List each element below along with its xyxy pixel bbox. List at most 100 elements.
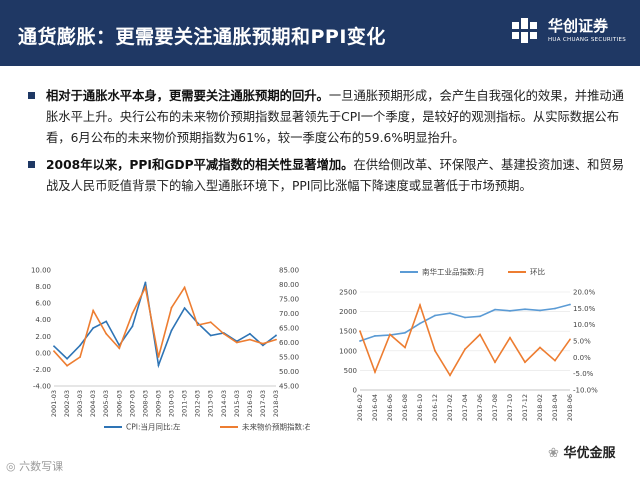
y-tick-right: 10.0%	[573, 321, 596, 329]
x-tick-label: 2017-12	[521, 394, 529, 421]
y-tick-right: 55.00	[279, 354, 299, 362]
series-1-point	[404, 331, 406, 334]
series-1-point	[262, 344, 264, 347]
series-2-point	[131, 312, 134, 315]
series-1-point	[464, 316, 466, 319]
bullet-paragraph-1: 相对于通胀水平本身，更需要关注通胀预期的回升。一旦通胀预期形成，会产生自我强化的…	[28, 86, 628, 149]
series-1-point	[509, 309, 511, 312]
nanhua-index-chart: 2500 2000 1500 1000 500 0 20.0% 15.0% 10.0% 5.0% 0…	[339, 267, 598, 422]
x-tick-label: 2017-06	[476, 394, 484, 421]
series-2-point	[222, 332, 225, 335]
x-tick-label: 2007-03	[128, 390, 136, 417]
x-tick-label: 2002-03	[63, 390, 71, 417]
series-2-point	[118, 347, 121, 350]
y-tick-right: 75.00	[279, 296, 299, 304]
series-1-point	[170, 329, 173, 332]
y-tick-left: 10.00	[31, 267, 51, 275]
bullet-1-text: 一旦通胀预期形成，会产生自我强化的效果，并推动通胀水平上升。央行公布的未来物价预…	[46, 89, 624, 145]
x-tick-label: 2017-04	[461, 394, 469, 421]
series-1-point	[554, 307, 556, 310]
wechat-icon: ❀	[548, 446, 559, 461]
series-2-point	[509, 336, 511, 339]
y-tick-left: 1500	[339, 328, 357, 336]
watermark-right: ❀ 华优金服	[548, 442, 615, 461]
x-tick-label: 2014-03	[220, 390, 228, 417]
y-tick-left: -2.00	[33, 366, 51, 374]
x-tick-label: 2011-03	[181, 390, 189, 417]
series-2-point	[53, 350, 55, 353]
y-tick-left: 2.00	[35, 333, 51, 341]
y-tick-left: 0.00	[35, 349, 51, 357]
series-2-point	[374, 371, 376, 373]
weibo-icon: ◎	[6, 460, 16, 473]
series-2-point	[209, 321, 212, 324]
series-1-point	[144, 281, 147, 284]
series-2-point	[79, 356, 82, 358]
company-logo: 华创证券 HUA CHUANG SECURITIES	[510, 14, 635, 54]
bullet-1-bold: 相对于通胀水平本身，更需要关注通胀预期的回升。	[46, 89, 329, 103]
series-2-point	[404, 346, 406, 349]
legend-label: 南华工业品指数:月	[422, 267, 485, 277]
series-2-point	[105, 332, 108, 335]
y-tick-left: 1000	[339, 347, 357, 355]
y-tick-right: 5.0%	[573, 338, 591, 346]
x-tick-label: 2013-03	[207, 390, 215, 417]
x-tick-label: 2016-08	[401, 394, 409, 421]
bullet-paragraph-2: 2008年以来，PPI和GDP平减指数的相关性显著增加。在供给侧改革、环保限产、…	[28, 155, 628, 197]
series-2-point	[183, 286, 186, 289]
y-tick-right: 60.00	[279, 339, 299, 347]
series-1-point	[449, 312, 451, 315]
series-1-point	[434, 314, 436, 317]
legend-label: 未来物价预期指数:右	[242, 422, 310, 432]
y-tick-right: 65.00	[279, 325, 299, 333]
x-tick-label: 2010-03	[168, 390, 176, 417]
series-2-point	[539, 346, 541, 349]
legend-label: 环比	[530, 267, 545, 277]
series-1-point	[359, 340, 361, 342]
series-2-point	[170, 306, 173, 309]
x-tick-label: 2016-10	[416, 394, 424, 421]
series-2-point	[235, 341, 238, 344]
watermark-right-text: 华优金服	[563, 446, 616, 461]
x-tick-label: 2016-03	[246, 390, 254, 417]
y-tick-right: -10.0%	[573, 387, 598, 395]
series-2-point	[569, 338, 571, 341]
x-tick-label: 2006-03	[115, 390, 123, 417]
y-tick-left: 4.00	[35, 316, 51, 324]
series-2-point	[196, 324, 199, 326]
series-2-point	[494, 361, 496, 364]
series-line-2	[359, 302, 571, 377]
y-tick-left: 8.00	[35, 283, 51, 291]
series-2-point	[144, 286, 147, 289]
x-tick-label: 2018-04	[551, 394, 559, 421]
watermark-left: ◎ 六数写课	[6, 458, 63, 474]
y-tick-right: 20.0%	[573, 289, 596, 297]
y-tick-right: -5.0%	[573, 370, 594, 378]
header-bar: 通货膨胀：更需要关注通胀预期和PPI变化 华创证券 HUA CHUANG SEC…	[0, 0, 640, 66]
series-1-point	[183, 307, 186, 310]
series-2-point	[464, 348, 466, 351]
series-1-point	[248, 332, 251, 335]
series-2-point	[449, 374, 451, 377]
y-tick-right: 50.00	[279, 368, 299, 376]
series-2-point	[524, 361, 526, 364]
y-tick-left: 2500	[339, 289, 357, 297]
series-1-point	[79, 344, 82, 347]
x-tick-label: 2017-08	[491, 394, 499, 421]
cpi-expectation-chart: 10.00 8.00 6.00 4.00 2.00 0.00 -2.00 -4.00 85.00…	[31, 267, 310, 432]
series-2-point	[359, 330, 361, 333]
series-1-point	[275, 334, 277, 337]
series-1-point	[569, 303, 571, 306]
x-tick-label: 2016-02	[356, 394, 364, 421]
series-2-point	[157, 356, 160, 358]
x-tick-label: 2017-03	[259, 390, 267, 417]
bullet-square-icon	[28, 161, 35, 168]
series-2-point	[554, 359, 556, 362]
y-tick-left: -4.00	[33, 383, 51, 391]
series-2-point	[419, 304, 421, 306]
series-2-point	[389, 333, 391, 336]
x-tick-label: 2004-03	[89, 390, 97, 417]
series-line-2	[53, 284, 277, 367]
x-tick-label: 2009-03	[154, 390, 162, 417]
series-2-point	[248, 338, 251, 341]
